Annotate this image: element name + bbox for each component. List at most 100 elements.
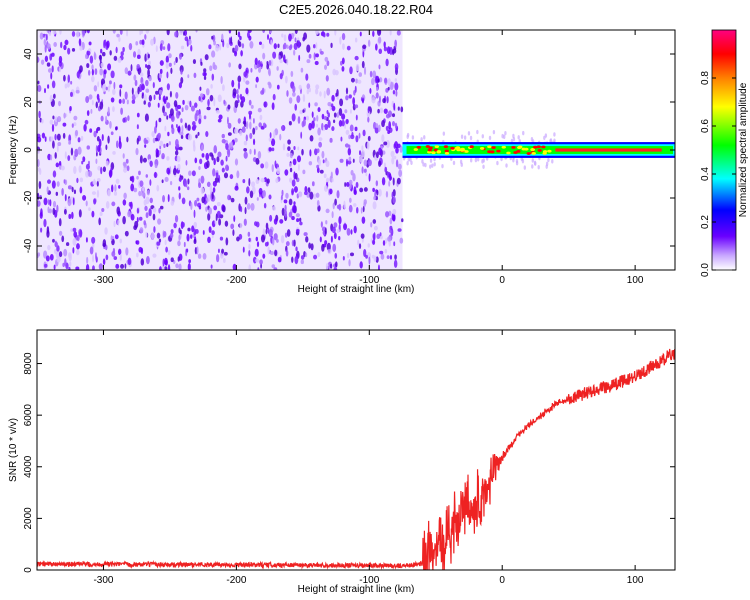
noise-speck	[265, 222, 269, 230]
noise-speck	[91, 210, 95, 218]
snr-plot-area	[37, 330, 675, 570]
noise-speck	[275, 177, 279, 184]
noise-speck	[71, 186, 74, 193]
noise-speck	[105, 160, 109, 167]
band-haze	[553, 132, 556, 137]
noise-speck	[285, 192, 289, 199]
noise-speck	[392, 189, 396, 197]
x-tick-label: -300	[93, 575, 113, 586]
noise-speck	[155, 120, 158, 129]
noise-speck	[339, 36, 342, 45]
noise-speck	[279, 73, 283, 80]
noise-speck	[78, 39, 82, 47]
noise-speck	[159, 68, 163, 74]
noise-speck	[157, 218, 162, 225]
noise-speck	[284, 204, 287, 212]
noise-speck	[375, 43, 378, 51]
noise-speck	[302, 109, 305, 113]
noise-speck	[187, 133, 192, 141]
x-tick-label: -100	[359, 275, 379, 286]
noise-speck	[268, 59, 272, 66]
noise-speck	[47, 68, 52, 73]
noise-speck	[362, 44, 367, 50]
noise-speck	[288, 33, 292, 42]
noise-speck	[277, 256, 282, 263]
noise-speck	[73, 115, 78, 121]
noise-speck	[58, 218, 62, 227]
noise-speck	[266, 241, 269, 246]
noise-speck	[248, 110, 253, 115]
noise-speck	[107, 63, 112, 71]
noise-speck	[269, 30, 273, 34]
noise-speck	[55, 162, 60, 168]
snr-y-label: SNR (10 * v/v)	[8, 418, 19, 482]
noise-speck	[165, 55, 169, 64]
noise-speck	[37, 252, 41, 257]
noise-speck	[350, 109, 352, 114]
noise-speck	[260, 177, 265, 183]
noise-speck	[41, 118, 44, 124]
noise-speck	[203, 115, 207, 120]
band-peak	[496, 149, 501, 153]
noise-speck	[168, 141, 172, 146]
noise-speck	[68, 266, 71, 270]
noise-speck	[394, 63, 399, 71]
noise-speck	[202, 230, 205, 235]
noise-speck	[348, 204, 353, 213]
noise-speck	[312, 44, 316, 49]
noise-speck	[279, 59, 283, 64]
noise-speck	[221, 167, 225, 173]
noise-speck	[47, 179, 52, 184]
band-peak	[444, 151, 450, 155]
noise-speck	[178, 82, 183, 89]
noise-speck	[211, 50, 216, 58]
noise-speck	[69, 105, 72, 112]
noise-speck	[62, 122, 67, 127]
noise-speck	[37, 84, 42, 93]
noise-speck	[140, 83, 145, 90]
noise-speck	[119, 88, 122, 97]
noise-speck	[97, 144, 101, 153]
noise-speck	[349, 66, 353, 75]
noise-speck	[261, 87, 265, 94]
noise-speck	[291, 256, 294, 263]
noise-speck	[136, 54, 141, 60]
noise-speck	[353, 186, 357, 195]
noise-speck	[234, 158, 239, 166]
noise-speck	[295, 228, 300, 233]
noise-speck	[324, 64, 328, 70]
noise-speck	[71, 211, 74, 220]
snr-series-line	[37, 348, 675, 570]
noise-speck	[188, 259, 192, 264]
noise-speck	[288, 97, 293, 104]
noise-speck	[346, 158, 348, 167]
noise-speck	[308, 102, 311, 108]
noise-speck	[148, 208, 152, 217]
noise-speck	[255, 258, 260, 263]
noise-speck	[79, 229, 83, 238]
noise-speck	[122, 153, 125, 159]
noise-speck	[294, 30, 298, 35]
noise-speck	[99, 101, 104, 110]
noise-speck	[323, 90, 326, 99]
noise-speck	[276, 163, 279, 169]
noise-speck	[246, 202, 251, 210]
noise-speck	[234, 185, 239, 191]
noise-speck	[112, 150, 116, 155]
noise-speck	[286, 44, 289, 49]
noise-speck	[201, 153, 205, 158]
noise-speck	[133, 74, 137, 81]
noise-speck	[137, 86, 140, 95]
noise-speck	[77, 137, 81, 143]
noise-speck	[102, 166, 106, 173]
noise-speck	[64, 83, 68, 89]
noise-speck	[325, 160, 330, 168]
noise-speck	[48, 31, 52, 36]
noise-speck	[347, 160, 352, 165]
noise-speck	[158, 207, 161, 214]
noise-speck	[169, 90, 172, 98]
noise-speck	[93, 51, 96, 60]
noise-speck	[148, 94, 153, 102]
noise-speck	[58, 55, 63, 64]
noise-speck	[122, 199, 127, 206]
